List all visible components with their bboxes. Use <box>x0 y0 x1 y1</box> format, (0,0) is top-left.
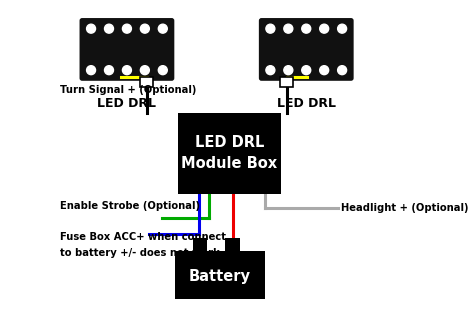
Circle shape <box>140 66 149 75</box>
Circle shape <box>158 66 167 75</box>
Circle shape <box>319 66 328 75</box>
Text: Battery: Battery <box>189 269 251 284</box>
Text: Headlight + (Optional): Headlight + (Optional) <box>341 203 469 213</box>
Circle shape <box>284 66 293 75</box>
Circle shape <box>302 66 311 75</box>
Text: Fuse Box ACC+ when connect: Fuse Box ACC+ when connect <box>60 232 226 242</box>
Circle shape <box>337 24 346 33</box>
Circle shape <box>122 24 131 33</box>
FancyBboxPatch shape <box>80 18 174 81</box>
Bar <box>140 77 153 87</box>
Circle shape <box>284 24 293 33</box>
Circle shape <box>337 66 346 75</box>
Bar <box>193 238 207 251</box>
Circle shape <box>266 24 275 33</box>
Circle shape <box>104 24 113 33</box>
Circle shape <box>302 24 311 33</box>
Bar <box>178 113 281 193</box>
Text: Turn Signal + (Optional): Turn Signal + (Optional) <box>60 85 196 95</box>
Circle shape <box>319 24 328 33</box>
Circle shape <box>140 24 149 33</box>
Circle shape <box>87 66 96 75</box>
Text: to battery +/- does not work: to battery +/- does not work <box>60 248 219 258</box>
Text: LED DRL: LED DRL <box>98 97 156 110</box>
Bar <box>175 251 264 299</box>
Text: LED DRL: LED DRL <box>277 97 336 110</box>
Bar <box>225 238 239 251</box>
Circle shape <box>158 24 167 33</box>
Bar <box>280 77 293 87</box>
FancyBboxPatch shape <box>259 18 354 81</box>
Circle shape <box>266 66 275 75</box>
Text: Enable Strobe (Optional): Enable Strobe (Optional) <box>60 201 200 211</box>
Circle shape <box>122 66 131 75</box>
Text: LED DRL
Module Box: LED DRL Module Box <box>182 135 277 172</box>
Circle shape <box>87 24 96 33</box>
Circle shape <box>104 66 113 75</box>
